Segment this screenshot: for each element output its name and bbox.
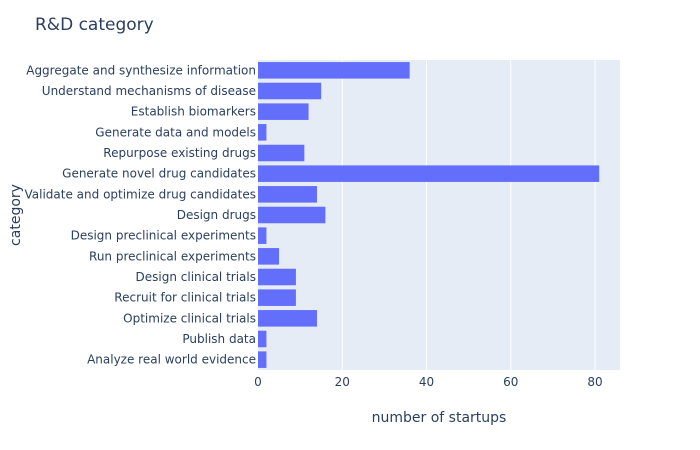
y-tick-label: Design clinical trials [136,270,256,284]
bar[interactable] [258,289,296,306]
bar[interactable] [258,124,267,141]
bar[interactable] [258,268,296,286]
bar[interactable] [258,82,322,100]
x-tick-label: 80 [587,375,602,389]
bar[interactable] [258,103,309,120]
x-tick-label: 20 [335,375,350,389]
x-tick-label: 40 [419,375,434,389]
y-tick-label: Understand mechanisms of disease [42,84,256,98]
y-tick-label: Analyze real world evidence [87,353,256,367]
y-tick-label: Design drugs [177,208,256,222]
bar[interactable] [258,351,267,368]
y-tick-label: Recruit for clinical trials [114,291,256,305]
bar[interactable] [258,206,326,224]
bar[interactable] [258,62,410,79]
y-tick-label: Design preclinical experiments [71,229,256,243]
y-tick-label: Generate novel drug candidates [62,167,256,181]
chart-title: R&D category [35,15,154,35]
bar[interactable] [258,248,280,265]
x-axis-title: number of startups [372,410,507,426]
x-tick-label: 60 [503,375,518,389]
y-tick-label: Optimize clinical trials [123,311,256,325]
x-tick-label: 0 [254,375,262,389]
y-tick-label: Establish biomarkers [131,105,256,119]
y-tick-label: Generate data and models [95,125,256,139]
y-axis-title: category [8,184,24,246]
bar[interactable] [258,165,600,182]
bar[interactable] [258,144,305,162]
y-tick-label: Publish data [182,332,256,346]
y-tick-label: Repurpose existing drugs [103,146,256,160]
y-tick-label: Aggregate and synthesize information [26,63,256,77]
bar[interactable] [258,310,317,327]
y-tick-label: Validate and optimize drug candidates [25,187,257,201]
y-tick-label: Run preclinical experiments [89,249,256,263]
bar[interactable] [258,186,317,203]
bar[interactable] [258,227,267,244]
bar[interactable] [258,330,267,348]
